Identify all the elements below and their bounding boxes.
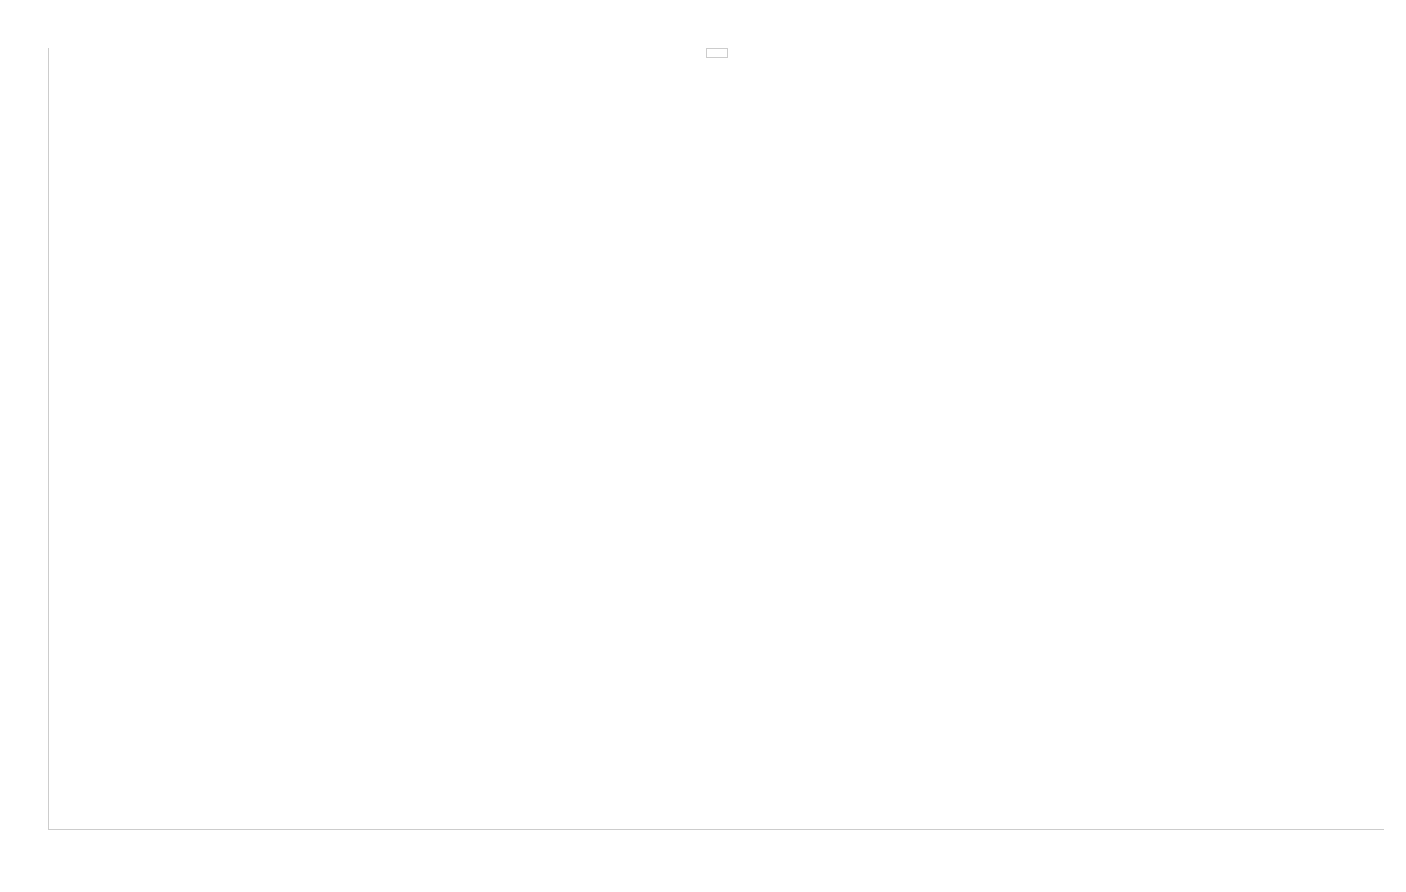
chart-area [48, 48, 1384, 830]
chart-header [0, 0, 1406, 18]
plot-region [48, 48, 1384, 830]
stats-legend [706, 48, 728, 58]
